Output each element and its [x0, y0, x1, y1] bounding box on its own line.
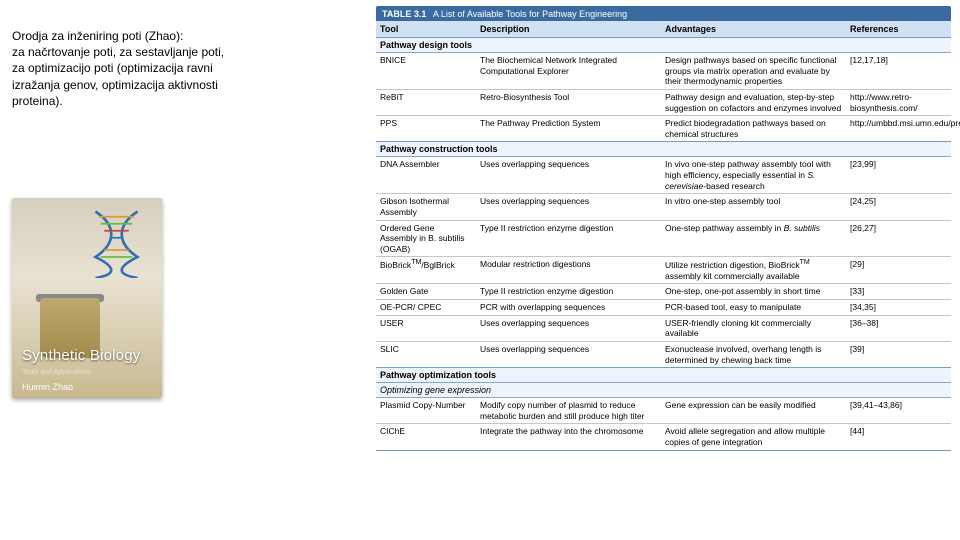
- table-cell: Gene expression can be easily modified: [661, 398, 846, 423]
- table-cell: Plasmid Copy-Number: [376, 398, 476, 423]
- table-cell: Uses overlapping sequences: [476, 194, 661, 219]
- table-cell: Retro-Biosynthesis Tool: [476, 90, 661, 115]
- caption-label: TABLE 3.1: [382, 9, 426, 19]
- table-row: BNICEThe Biochemical Network Integrated …: [376, 53, 951, 90]
- table-cell: Predict biodegradation pathways based on…: [661, 116, 846, 141]
- table-cell: The Biochemical Network Integrated Compu…: [476, 53, 661, 89]
- table-cell: PCR-based tool, easy to manipulate: [661, 300, 846, 315]
- table-cell: Type II restriction enzyme digestion: [476, 221, 661, 257]
- table-cell: [26,27]: [846, 221, 951, 257]
- table-cell: http://umbbd.msi.umn.edu/predict/: [846, 116, 951, 141]
- table-row: Golden GateType II restriction enzyme di…: [376, 284, 951, 300]
- table-column-header: Tool Description Advantages References: [376, 21, 951, 38]
- table-row: BioBrickTM/BglBrickModular restriction d…: [376, 257, 951, 284]
- table-section-subheader: Optimizing gene expression: [376, 383, 951, 398]
- table-cell: Pathway design and evaluation, step-by-s…: [661, 90, 846, 115]
- table-section-header: Pathway optimization tools: [376, 368, 951, 383]
- table-section-header: Pathway construction tools: [376, 142, 951, 157]
- table-cell: Uses overlapping sequences: [476, 157, 661, 193]
- table-cell: ReBiT: [376, 90, 476, 115]
- table-cell: Avoid allele segregation and allow multi…: [661, 424, 846, 449]
- table-cell: In vivo one-step pathway assembly tool w…: [661, 157, 846, 193]
- book-author: Huimin Zhao: [22, 382, 73, 392]
- table-cell: [44]: [846, 424, 951, 449]
- table-cell: http://www.retro-biosynthesis.com/: [846, 90, 951, 115]
- table-cell: [39,41–43,86]: [846, 398, 951, 423]
- table-cell: PCR with overlapping sequences: [476, 300, 661, 315]
- table-row: OE-PCR/ CPECPCR with overlapping sequenc…: [376, 300, 951, 316]
- pathway-tools-table: TABLE 3.1 A List of Available Tools for …: [376, 6, 951, 451]
- table-cell: Type II restriction enzyme digestion: [476, 284, 661, 299]
- table-cell: USER-friendly cloning kit commercially a…: [661, 316, 846, 341]
- table-cell: The Pathway Prediction System: [476, 116, 661, 141]
- table-cell: SLIC: [376, 342, 476, 367]
- table-cell: PPS: [376, 116, 476, 141]
- book-cover: Synthetic Biology Tools and Applications…: [12, 198, 162, 398]
- table-row: ReBiTRetro-Biosynthesis ToolPathway desi…: [376, 90, 951, 116]
- table-cell: [24,25]: [846, 194, 951, 219]
- col-advantages: Advantages: [661, 21, 846, 37]
- table-cell: Modular restriction digestions: [476, 257, 661, 283]
- book-subtitle: Tools and Applications: [22, 369, 91, 376]
- table-row: CIChEIntegrate the pathway into the chro…: [376, 424, 951, 450]
- table-cell: OE-PCR/ CPEC: [376, 300, 476, 315]
- table-cell: USER: [376, 316, 476, 341]
- table-cell: Uses overlapping sequences: [476, 342, 661, 367]
- table-row: SLICUses overlapping sequencesExonucleas…: [376, 342, 951, 368]
- col-tool: Tool: [376, 21, 476, 37]
- table-cell: [29]: [846, 257, 951, 283]
- table-cell: Golden Gate: [376, 284, 476, 299]
- table-cell: [23,99]: [846, 157, 951, 193]
- table-row: Ordered Gene Assembly in B. subtilis (OG…: [376, 221, 951, 258]
- vial-graphic: [30, 258, 110, 358]
- table-row: USERUses overlapping sequencesUSER-frien…: [376, 316, 951, 342]
- table-cell: One-step, one-pot assembly in short time: [661, 284, 846, 299]
- table-cell: In vitro one-step assembly tool: [661, 194, 846, 219]
- left-heading: Orodja za inženiring poti (Zhao):za načr…: [12, 28, 257, 109]
- caption-text: A List of Available Tools for Pathway En…: [433, 9, 627, 19]
- table-cell: DNA Assembler: [376, 157, 476, 193]
- table-cell: Integrate the pathway into the chromosom…: [476, 424, 661, 449]
- table-section-header: Pathway design tools: [376, 38, 951, 53]
- table-row: DNA AssemblerUses overlapping sequencesI…: [376, 157, 951, 194]
- table-cell: Uses overlapping sequences: [476, 316, 661, 341]
- table-cell: Ordered Gene Assembly in B. subtilis (OG…: [376, 221, 476, 257]
- table-caption: TABLE 3.1 A List of Available Tools for …: [376, 6, 951, 21]
- table-cell: [34,35]: [846, 300, 951, 315]
- table-row: PPSThe Pathway Prediction SystemPredict …: [376, 116, 951, 142]
- table-cell: One-step pathway assembly in B. subtilis: [661, 221, 846, 257]
- table-cell: Gibson Isothermal Assembly: [376, 194, 476, 219]
- table-cell: Utilize restriction digestion, BioBrickT…: [661, 257, 846, 283]
- table-cell: [36–38]: [846, 316, 951, 341]
- col-references: References: [846, 21, 951, 37]
- table-cell: BNICE: [376, 53, 476, 89]
- table-body: Pathway design toolsBNICEThe Biochemical…: [376, 38, 951, 451]
- table-cell: CIChE: [376, 424, 476, 449]
- table-cell: Design pathways based on specific functi…: [661, 53, 846, 89]
- table-cell: BioBrickTM/BglBrick: [376, 257, 476, 283]
- table-cell: Modify copy number of plasmid to reduce …: [476, 398, 661, 423]
- book-title: Synthetic Biology: [22, 347, 140, 364]
- table-cell: Exonuclease involved, overhang length is…: [661, 342, 846, 367]
- col-description: Description: [476, 21, 661, 37]
- table-cell: [39]: [846, 342, 951, 367]
- table-cell: [33]: [846, 284, 951, 299]
- table-row: Plasmid Copy-NumberModify copy number of…: [376, 398, 951, 424]
- table-row: Gibson Isothermal AssemblyUses overlappi…: [376, 194, 951, 220]
- table-cell: [12,17,18]: [846, 53, 951, 89]
- left-text-block: Orodja za inženiring poti (Zhao):za načr…: [12, 28, 257, 109]
